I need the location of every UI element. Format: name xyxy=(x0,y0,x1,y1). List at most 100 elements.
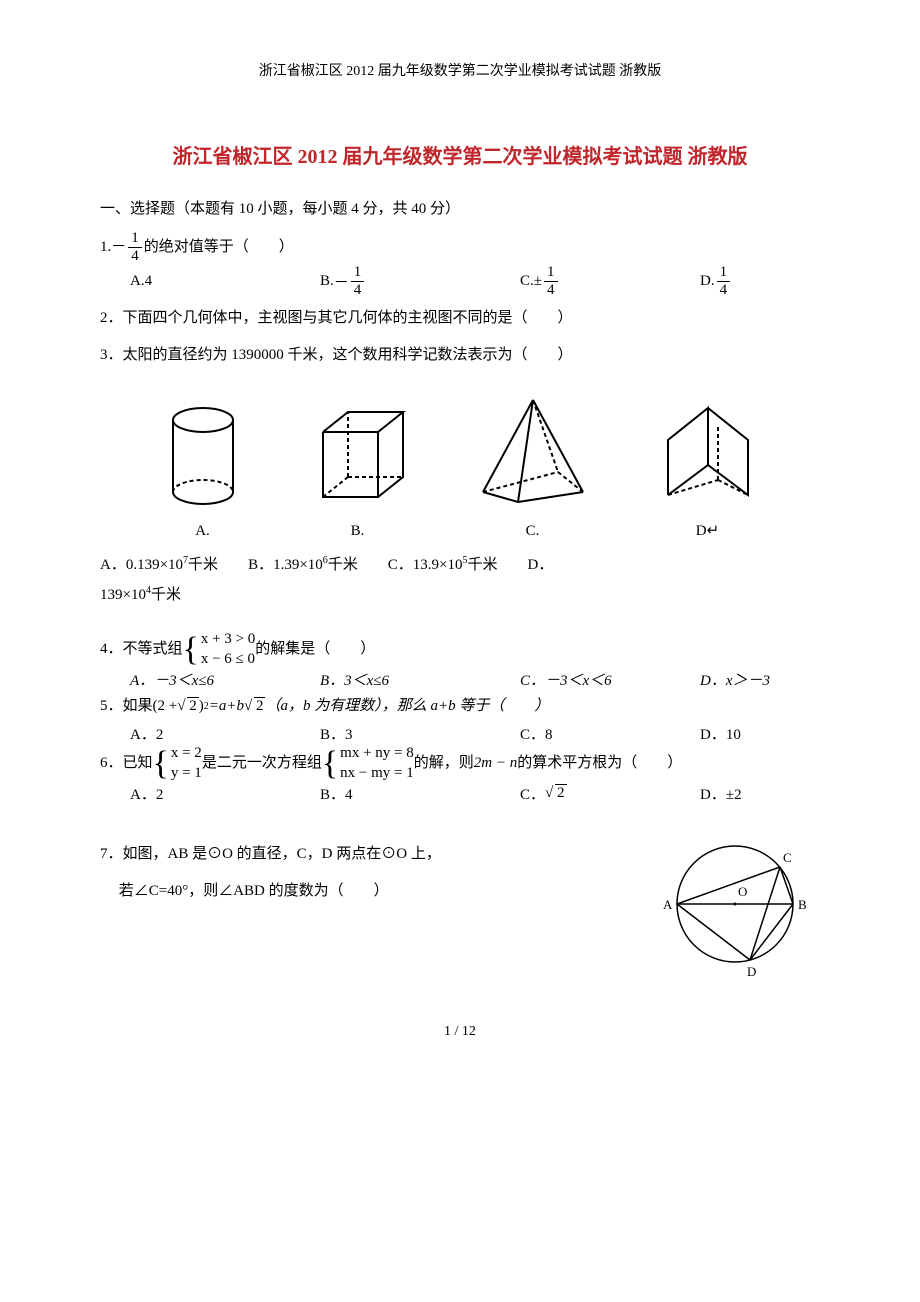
q1-c-den: 4 xyxy=(544,282,558,299)
prism-icon xyxy=(653,400,763,510)
q1-number: 1. xyxy=(100,231,111,264)
q6-t1: 6．已知 xyxy=(100,747,153,780)
q6-a: A．2 xyxy=(130,783,163,804)
shape-c: C. xyxy=(468,392,598,540)
question-1: 1. － 1 4 的绝对值等于（ ） xyxy=(100,230,820,264)
label-c: C xyxy=(783,850,792,865)
q5-pre: 5．如果 xyxy=(100,690,153,723)
q3-d2: 139×10 xyxy=(100,587,146,603)
label-o: O xyxy=(738,884,747,899)
question-3: 3．太阳的直径约为 1390000 千米，这个数用科学记数法表示为（ ） xyxy=(100,339,820,372)
q1-denominator: 4 xyxy=(128,248,142,265)
q1-b-den: 4 xyxy=(351,282,365,299)
q6-c-pre: C． xyxy=(520,783,545,804)
brace-icon: { xyxy=(183,633,199,667)
q1-d-label: D. xyxy=(700,273,715,290)
q5-rad2: 2 xyxy=(254,697,266,714)
q5-lp: (2 + xyxy=(153,690,178,723)
q5-sqrt1: 2 xyxy=(177,690,199,723)
shape-b-label: B. xyxy=(303,523,413,540)
q1-b-label: B. xyxy=(320,273,334,290)
q1-d-den: 4 xyxy=(717,282,731,299)
q7-text: 7．如图，AB 是⊙O 的直径，C，D 两点在⊙O 上， 若∠C=40°，则∠A… xyxy=(100,834,650,912)
q5-rad1: 2 xyxy=(187,697,199,714)
shapes-row: A. B. C. xyxy=(130,392,790,540)
q5-c: C．8 xyxy=(520,723,553,744)
q1-b-num: 1 xyxy=(351,264,365,282)
page-footer: 1 / 12 xyxy=(100,1024,820,1040)
page-header: 浙江省椒江区 2012 届九年级数学第二次学业模拟考试试题 浙教版 xyxy=(100,60,820,80)
q3-d-unit: 千米 xyxy=(151,587,181,603)
q4-text: 4．不等式组 xyxy=(100,633,183,666)
pyramid-icon xyxy=(468,392,598,512)
q6-expr: 2m − n xyxy=(474,747,517,780)
q4-eq2-rest: − 6 ≤ 0 xyxy=(208,651,255,667)
q1-c-label: C. xyxy=(520,273,534,290)
q5-b: B．3 xyxy=(320,723,353,744)
shape-a-label: A. xyxy=(158,523,248,540)
q1-neg: － xyxy=(111,231,126,264)
q4-choices: A．－3＜x≤6 B．3＜x≤6 C．－3＜x＜6 D．x＞－3 xyxy=(130,669,820,690)
q1-b-frac: 1 4 xyxy=(351,264,365,298)
q6-sys1: { x = 2 y = 1 xyxy=(153,744,202,783)
q4-b: B．3＜x≤6 xyxy=(320,669,389,690)
label-a: A xyxy=(663,897,673,912)
q4-post: 的解集是（ ） xyxy=(255,633,375,666)
q6-t3: 的解，则 xyxy=(414,747,474,780)
q1-a-label: A. xyxy=(130,273,145,290)
exam-title: 浙江省椒江区 2012 届九年级数学第二次学业模拟考试试题 浙教版 xyxy=(100,140,820,169)
label-b: B xyxy=(798,897,807,912)
q6-d: D．±2 xyxy=(700,783,742,804)
q6-choices: A．2 B．4 C． 2 D．±2 xyxy=(130,783,820,804)
q4-a: A．－3＜x≤6 xyxy=(130,669,214,690)
question-2: 2．下面四个几何体中，主视图与其它几何体的主视图不同的是（ ） xyxy=(100,302,820,335)
q1-c-frac: 1 4 xyxy=(544,264,558,298)
q6-t2: 是二元一次方程组 xyxy=(202,747,322,780)
section-heading: 一、选择题（本题有 10 小题，每小题 4 分，共 40 分） xyxy=(100,193,820,226)
q5-choices: A．2 B．3 C．8 D．10 xyxy=(130,723,820,744)
shape-c-label: C. xyxy=(468,523,598,540)
circle-diagram: O A B C D xyxy=(650,834,820,984)
q6-c-rad: 2 xyxy=(555,784,567,801)
q1-choice-d: D. 1 4 xyxy=(700,264,732,298)
q5-a: A．2 xyxy=(130,723,163,744)
q1-d-frac: 1 4 xyxy=(717,264,731,298)
brace-icon: { xyxy=(153,747,169,781)
q5-post: （a，b 为有理数），那么 a+b 等于（ ） xyxy=(265,690,549,723)
q3-choices: A．0.139×107千米 B．1.39×106千米 C．13.9×105千米 … xyxy=(100,550,820,610)
q6-e1b: = 2 xyxy=(178,745,201,761)
q6-e4: nx − my = 1 xyxy=(340,764,414,784)
q6-t4: 的算术平方根为（ ） xyxy=(517,747,682,780)
q1-fraction: 1 4 xyxy=(128,230,142,264)
shape-d-label: D↵ xyxy=(653,521,763,540)
cube-icon xyxy=(303,402,413,512)
brace-icon: { xyxy=(322,747,338,781)
q6-e3: mx + ny = 8 xyxy=(340,744,414,764)
cylinder-icon xyxy=(158,402,248,512)
q6-sys2: { mx + ny = 8 nx − my = 1 xyxy=(322,744,414,783)
q4-d: D．x＞－3 xyxy=(700,669,770,690)
q1-choice-b: B. － 1 4 xyxy=(320,264,510,298)
q6-eqs2: mx + ny = 8 nx − my = 1 xyxy=(340,744,414,783)
q4-eq1-rest: + 3 > 0 xyxy=(208,631,255,647)
q3-a-unit: 千米 xyxy=(188,557,218,573)
q5-d: D．10 xyxy=(700,723,741,744)
shape-d: D↵ xyxy=(653,400,763,540)
q3-d: D． xyxy=(528,557,554,573)
q1-a-val: 4 xyxy=(145,273,153,290)
q6-b: B．4 xyxy=(320,783,353,804)
q1-choice-c: C. ± 1 4 xyxy=(520,264,690,298)
q6-eqs1: x = 2 y = 1 xyxy=(171,744,202,783)
q1-choices: A. 4 B. － 1 4 C. ± 1 4 D. 1 4 xyxy=(130,264,820,298)
question-6: 6．已知 { x = 2 y = 1 是二元一次方程组 { mx + ny = … xyxy=(100,744,820,783)
q3-b: B．1.39×10 xyxy=(248,557,323,573)
q7-line2: 若∠C=40°，则∠ABD 的度数为（ ） xyxy=(100,875,650,908)
q1-c-num: 1 xyxy=(544,264,558,282)
q3-c-unit: 千米 xyxy=(468,557,498,573)
q1-numerator: 1 xyxy=(128,230,142,248)
shape-b: B. xyxy=(303,402,413,540)
question-5: 5．如果 (2 + 2 )2 =a+b 2 （a，b 为有理数），那么 a+b … xyxy=(100,690,820,723)
q3-a: A．0.139×10 xyxy=(100,557,183,573)
q6-c-sqrt: 2 xyxy=(545,785,567,802)
q4-equations: x + 3 > 0 x − 6 ≤ 0 xyxy=(201,630,255,669)
